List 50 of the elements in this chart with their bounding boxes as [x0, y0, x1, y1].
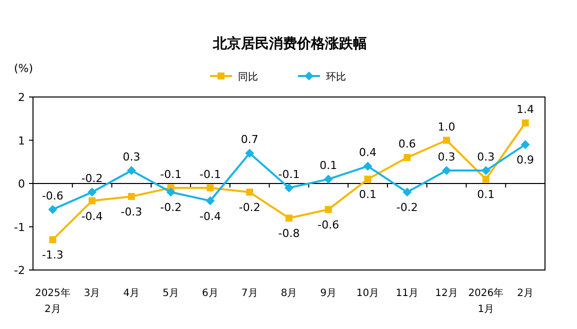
legend-label: 同比 [238, 71, 258, 83]
legend-label: 环比 [326, 71, 346, 83]
data-label: 0.1 [477, 188, 495, 202]
data-label: 0.6 [398, 138, 416, 151]
xtick: 2026年 1月 [468, 288, 504, 315]
xtick: 4月 [123, 288, 140, 299]
data-label: -0.1 [200, 168, 221, 181]
ytick: -1 [14, 220, 25, 234]
ytick: -2 [14, 264, 25, 277]
data-label: -0.1 [278, 168, 300, 181]
ytick: 0 [18, 178, 25, 190]
data-label: -0.4 [81, 210, 103, 223]
data-label: -1.3 [42, 248, 64, 262]
data-label: -0.2 [238, 201, 260, 214]
data-label: 0.1 [320, 159, 338, 172]
data-label: -0.2 [396, 201, 418, 214]
data-label: 0.3 [438, 150, 456, 164]
legend-item: 同比 [210, 72, 258, 83]
xtick: 5月 [162, 288, 180, 299]
data-label: 0.4 [359, 146, 377, 160]
title: 北京居民消费价格涨跌幅 [213, 36, 367, 52]
data-label: -0.4 [200, 210, 221, 223]
legend-item: 环比 [298, 72, 346, 83]
data-label: 1.0 [438, 120, 456, 134]
ylabel: (%) [14, 62, 34, 75]
ytick: 2 [18, 91, 25, 104]
data-label: 0.1 [359, 188, 377, 202]
xtick: 6月 [202, 288, 218, 299]
ytick: 1 [18, 134, 25, 148]
xtick: 10月 [356, 288, 380, 299]
data-label: 0.7 [240, 133, 258, 146]
data-label: -0.2 [81, 172, 103, 186]
data-label: -0.2 [160, 201, 182, 214]
xtick: 8月 [280, 288, 298, 299]
data-label: 0.3 [477, 150, 495, 164]
data-label: 0.9 [516, 154, 534, 167]
data-label: -0.6 [318, 218, 340, 232]
xtick: 2月 [517, 288, 534, 299]
xtick: 7月 [241, 288, 258, 299]
data-label: 1.4 [516, 102, 534, 116]
data-label: -0.6 [42, 189, 64, 202]
xtick: 12月 [435, 288, 458, 299]
xtick: 11月 [396, 288, 419, 299]
xtick: 2025年 2月 [34, 288, 70, 315]
data-label: -0.1 [160, 168, 182, 181]
data-label: -0.8 [278, 227, 300, 240]
data-label: -0.3 [120, 205, 142, 218]
data-label: 0.3 [122, 150, 140, 164]
xtick: 9月 [320, 288, 337, 299]
xtick: 3月 [84, 288, 100, 299]
